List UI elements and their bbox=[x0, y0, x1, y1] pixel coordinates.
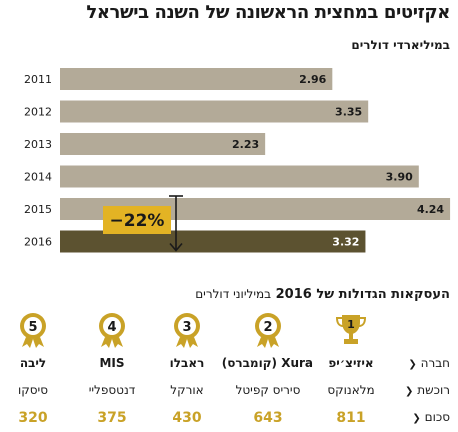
deal-4-buyer: דנטספליי bbox=[88, 383, 136, 397]
change-arrow-head bbox=[169, 242, 183, 252]
deals-title: העסקאות הגדולות של 2016 bbox=[275, 287, 450, 302]
chevron-left-icon: ❮ bbox=[405, 386, 414, 397]
deals-section-title: העסקאות הגדולות של 2016 במיליוני דולרים bbox=[195, 287, 450, 302]
chevron-left-icon: ❮ bbox=[412, 413, 421, 424]
row-label-amount-text: סכום bbox=[424, 410, 450, 424]
deal-1-buyer: מלאנוקס bbox=[327, 383, 375, 397]
deal-3-badge: 3 bbox=[170, 312, 204, 348]
change-label: −22% bbox=[110, 211, 165, 231]
data-label-2014: 3.90 bbox=[386, 171, 413, 184]
medal-icon: 4 bbox=[99, 313, 125, 348]
row-label-company: חברה ❮ bbox=[408, 356, 450, 370]
data-label-2013: 2.23 bbox=[232, 138, 259, 151]
tick-label-2013: 2013 bbox=[24, 138, 52, 151]
deal-1-amount: 811 bbox=[336, 410, 366, 426]
svg-text:2: 2 bbox=[263, 320, 272, 335]
deal-4-amount: 375 bbox=[97, 410, 127, 426]
deal-2-buyer: סיריס קפיטל bbox=[235, 383, 301, 397]
tick-label-2014: 2014 bbox=[24, 171, 52, 184]
deal-5-amount: 320 bbox=[18, 410, 48, 426]
row-label-buyer: רוכשת ❮ bbox=[405, 383, 450, 397]
row-label-buyer-text: רוכשת bbox=[417, 383, 450, 397]
trophy-icon: 1 bbox=[335, 315, 367, 344]
tick-label-2012: 2012 bbox=[24, 106, 52, 119]
deal-2-company: Xura (קומברס) bbox=[221, 356, 313, 370]
data-label-2012: 3.35 bbox=[335, 106, 362, 119]
deals-title-unit: במיליוני דולרים bbox=[195, 287, 272, 301]
svg-text:4: 4 bbox=[107, 320, 116, 335]
medal-icon: 2 bbox=[255, 313, 281, 348]
chart-title: אקזיטים במחצית הראשונה של השנה בישראל bbox=[86, 2, 450, 23]
exits-bar-chart: 2011 2.96 2012 3.35 2013 2.23 2014 3.90 2015 4.24… bbox=[24, 68, 451, 253]
chevron-left-icon: ❮ bbox=[408, 359, 417, 370]
tick-label-2015: 2015 bbox=[24, 203, 52, 216]
deal-3-amount: 430 bbox=[172, 410, 202, 426]
row-label-amount: סכום ❮ bbox=[412, 410, 450, 424]
svg-text:3: 3 bbox=[182, 320, 191, 335]
tick-label-2016: 2016 bbox=[24, 236, 52, 249]
deal-4-company: MIS bbox=[99, 356, 125, 370]
bar-2011 bbox=[60, 68, 333, 90]
bar-2014 bbox=[60, 165, 419, 188]
medal-icon: 5 bbox=[20, 313, 46, 348]
bar-2013 bbox=[60, 133, 266, 155]
deal-5-company: ליבה bbox=[19, 356, 47, 370]
change-badge bbox=[103, 206, 171, 234]
data-label-2015: 4.24 bbox=[417, 203, 444, 216]
deal-1-badge: 1 bbox=[334, 312, 368, 346]
deal-4-badge: 4 bbox=[95, 312, 129, 348]
deal-1-company: איזיצ׳יפ bbox=[328, 356, 374, 370]
data-label-2016: 3.32 bbox=[332, 236, 359, 249]
svg-text:1: 1 bbox=[347, 318, 355, 331]
row-label-company-text: חברה bbox=[420, 356, 450, 370]
bar-2012 bbox=[60, 100, 369, 123]
deal-2-badge: 2 bbox=[251, 312, 285, 348]
deal-2-amount: 643 bbox=[253, 410, 283, 426]
deal-3-buyer: אורקל bbox=[170, 383, 204, 397]
chart-subtitle: במיליארדי דולרים bbox=[351, 38, 450, 52]
deal-5-badge: 5 bbox=[16, 312, 50, 348]
tick-label-2011: 2011 bbox=[24, 73, 52, 86]
bar-2016 bbox=[60, 230, 366, 253]
medal-icon: 3 bbox=[174, 313, 200, 348]
deal-5-buyer: סיסקו bbox=[17, 383, 49, 397]
deal-3-company: ראבלו bbox=[169, 356, 205, 370]
data-label-2011: 2.96 bbox=[299, 73, 326, 86]
svg-text:5: 5 bbox=[28, 320, 37, 335]
